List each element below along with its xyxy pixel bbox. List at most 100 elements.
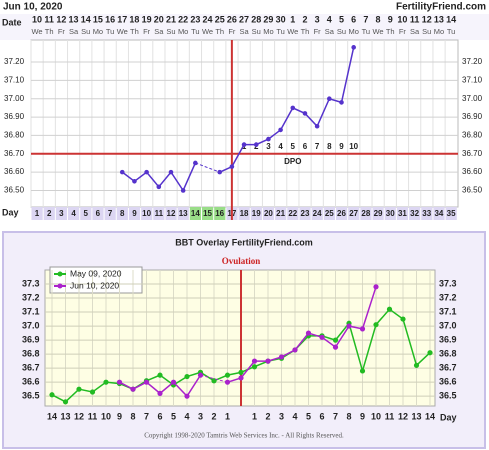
date-tick-label: 15 xyxy=(93,14,103,24)
data-point xyxy=(314,123,320,129)
day-label: Day xyxy=(2,207,19,217)
weekday-label: Sa xyxy=(69,27,79,36)
date-tick-label: 13 xyxy=(69,14,79,24)
data-point xyxy=(427,350,433,356)
data-point xyxy=(119,169,125,175)
y-tick-label-right: 36.9 xyxy=(439,334,457,344)
data-point xyxy=(292,347,298,353)
day-cell xyxy=(55,207,68,220)
y-tick-label: 36.5 xyxy=(22,391,40,401)
day-tick-label: 23 xyxy=(301,209,310,218)
date-tick-label: 22 xyxy=(178,14,188,24)
data-point xyxy=(144,169,149,175)
day-cell xyxy=(189,207,202,220)
weekday-label: We xyxy=(202,27,213,36)
y-tick-label: 36.7 xyxy=(22,363,40,373)
data-point xyxy=(224,372,231,378)
date-tick-label: 21 xyxy=(166,14,176,24)
day-cell xyxy=(384,207,396,220)
day-cell xyxy=(116,207,128,220)
weekday-label: Su xyxy=(422,27,431,36)
day-tick-label: 10 xyxy=(142,209,151,218)
date-tick-label: 24 xyxy=(203,14,213,24)
data-point xyxy=(359,368,366,374)
x-tick-label: 11 xyxy=(88,411,98,421)
day-cell xyxy=(128,207,141,220)
dpo-label: 6 xyxy=(303,142,308,151)
data-point xyxy=(156,184,162,190)
date-tick-label: 12 xyxy=(422,14,432,24)
date-tick-label: 4 xyxy=(327,14,332,24)
data-point xyxy=(332,344,339,350)
day-tick-label: 13 xyxy=(179,209,188,218)
dpo-label: 10 xyxy=(349,142,358,151)
day-cell xyxy=(299,207,311,220)
legend-label: May 09, 2020 xyxy=(70,268,122,278)
data-point xyxy=(89,389,96,395)
weekday-label: Mo xyxy=(434,27,444,36)
weekday-label: Mo xyxy=(348,27,358,36)
day-cell xyxy=(153,207,165,220)
data-point xyxy=(157,372,163,378)
weekday-label: Sa xyxy=(325,27,335,36)
data-point xyxy=(217,169,222,175)
x-tick-label: 5 xyxy=(306,411,311,421)
data-point xyxy=(253,142,259,147)
data-point xyxy=(224,379,231,385)
date-tick-label: 25 xyxy=(215,14,225,24)
day-tick-label: 3 xyxy=(59,209,64,218)
data-point xyxy=(180,188,186,193)
data-point xyxy=(238,369,244,375)
legend-marker xyxy=(57,283,63,289)
weekday-label: We xyxy=(31,27,42,36)
data-point xyxy=(168,169,174,175)
date-tick-label: 11 xyxy=(410,14,420,24)
weekday-label: Fr xyxy=(399,27,407,36)
day-cell xyxy=(275,207,287,220)
data-point xyxy=(332,337,339,343)
x-tick-label: 2 xyxy=(265,411,270,421)
date-tick-label: 1 xyxy=(290,14,295,24)
x-tick-label: 5 xyxy=(171,411,176,421)
x-tick-label: 12 xyxy=(398,411,408,421)
day-cell xyxy=(250,207,262,220)
dpo-label: 5 xyxy=(291,142,296,151)
date-tick-label: 14 xyxy=(81,14,91,24)
y-tick-label: 36.50 xyxy=(4,186,25,195)
data-point xyxy=(413,362,420,368)
day-cell xyxy=(348,207,360,220)
date-tick-label: 9 xyxy=(388,14,393,24)
y-tick-label: 36.70 xyxy=(4,149,25,158)
date-tick-label: 30 xyxy=(276,14,286,24)
weekday-label: Su xyxy=(81,27,90,36)
day-tick-label: 30 xyxy=(386,209,395,218)
weekday-label: Sa xyxy=(239,27,249,36)
x-tick-label: 6 xyxy=(319,411,324,421)
weekday-label: We xyxy=(372,27,383,36)
weekday-label: We xyxy=(287,27,298,36)
day-cell xyxy=(336,207,348,220)
day-tick-label: 20 xyxy=(264,209,273,218)
y-tick-label: 37.1 xyxy=(22,306,40,316)
data-point xyxy=(193,160,198,166)
date-tick-label: 7 xyxy=(363,14,368,24)
dpo-label: 4 xyxy=(278,142,283,151)
data-point xyxy=(386,306,393,312)
day-tick-label: 21 xyxy=(276,209,285,218)
day-tick-label: 32 xyxy=(410,209,419,218)
weekday-label: Tu xyxy=(362,27,370,36)
legend-label: Jun 10, 2020 xyxy=(70,280,119,290)
day-tick-label: 34 xyxy=(434,209,443,218)
date-tick-label: 19 xyxy=(142,14,152,24)
weekday-label: Tu xyxy=(191,27,199,36)
dpo-title: DPO xyxy=(284,157,301,166)
data-point xyxy=(62,399,69,405)
date-tick-label: 16 xyxy=(105,14,115,24)
data-point xyxy=(266,136,271,142)
x-tick-label: 14 xyxy=(47,411,57,421)
day-tick-label: 6 xyxy=(96,209,101,218)
day-cell xyxy=(287,207,299,220)
day-cell xyxy=(165,207,177,220)
day-tick-label: 26 xyxy=(337,209,346,218)
